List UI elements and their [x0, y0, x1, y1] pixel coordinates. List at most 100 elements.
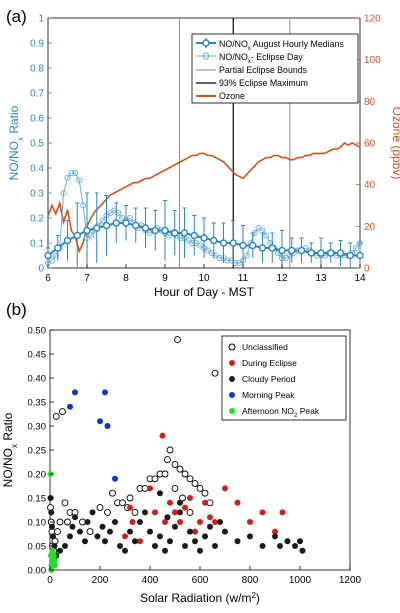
unclassified-point: [181, 470, 189, 478]
during-eclipse-point: [234, 499, 241, 506]
chart-a-x-axis-label: Hour of Day - MST: [154, 285, 255, 299]
median-point: [288, 246, 296, 255]
eclipse-day-point: [99, 217, 106, 224]
y-tick-label: 0.15: [28, 494, 47, 505]
median-point: [132, 221, 140, 230]
eclipse-day-point: [263, 232, 270, 239]
cloudy-period-point: [187, 528, 193, 535]
cloudy-period-point: [77, 528, 83, 535]
cloudy-period-point: [157, 490, 163, 497]
chart-a-legend: NO/NOx August Hourly Medians NO/NOx- Ecl…: [191, 33, 359, 104]
cloudy-period-point: [122, 547, 128, 554]
cloudy-period-point: [102, 538, 108, 545]
y-right-tick-label: 20: [364, 222, 376, 233]
cloudy-period-point: [99, 523, 106, 530]
legend-hourly-medians: NO/NOx August Hourly Medians: [196, 38, 344, 52]
median-point: [54, 244, 62, 252]
cloudy-period-point: [284, 538, 291, 545]
cloudy-period-point: [172, 523, 178, 530]
cloudy-period-point: [69, 523, 76, 530]
during-eclipse-point: [187, 495, 193, 501]
during-eclipse-point: [159, 432, 166, 439]
legend-label-partial-bounds: Partial Eclipse Bounds: [219, 65, 308, 75]
x-tick-label: 800: [242, 575, 259, 586]
cloudy-period-point: [127, 528, 133, 535]
cloudy-period-point: [107, 528, 113, 535]
median-point: [141, 224, 150, 232]
morning-peak-point: [72, 389, 78, 396]
eclipse-day-point: [80, 202, 87, 209]
cloudy-period-point: [234, 538, 241, 545]
cloudy-period-point: [207, 523, 213, 530]
x-tick-label: 6: [45, 273, 51, 284]
legend-morning-peak: Morning Peak: [229, 390, 295, 400]
legend-eclipse-max: 93% Eclipse Maximum: [196, 78, 308, 88]
legend-label-afternoon-peak: Afternoon NO2 Peak: [242, 406, 320, 419]
eclipse-day-point: [115, 209, 122, 217]
during-eclipse-point: [172, 509, 178, 516]
legend-swatch-cloudy-period: [229, 376, 235, 382]
unclassified-point: [211, 369, 219, 377]
y-left-tick-label: 0: [38, 264, 44, 275]
eclipse-day-point: [216, 254, 223, 262]
during-eclipse-point: [127, 504, 133, 511]
cloudy-period-point: [212, 543, 218, 549]
median-point: [171, 229, 179, 237]
unclassified-point: [52, 412, 60, 420]
y-left-tick-label: 0.5: [30, 139, 44, 150]
chart-b-legend: Unclassified During Eclipse Cloudy Perio…: [221, 335, 347, 421]
afternoon-peak-point: [49, 547, 56, 554]
panel-a-label: (a): [6, 7, 27, 26]
x-tick-label: 10: [198, 273, 210, 284]
cloudy-period-point: [82, 538, 88, 545]
during-eclipse-point: [192, 528, 198, 535]
unclassified-point: [186, 475, 194, 483]
y-tick-label: 0.25: [28, 446, 47, 457]
cloudy-period-point: [147, 528, 153, 535]
unclassified-point: [201, 489, 209, 497]
unclassified-point: [131, 508, 139, 516]
cloudy-period-point: [142, 509, 148, 516]
unclassified-point: [174, 336, 181, 344]
cloudy-period-point: [292, 543, 298, 549]
cloudy-period-point: [112, 519, 118, 525]
median-point: [63, 236, 72, 245]
eclipse-day-point: [87, 232, 94, 239]
eclipse-day-point: [60, 189, 67, 197]
y-right-tick-label: 60: [364, 139, 376, 150]
y-left-tick-label: 0.6: [30, 114, 44, 125]
panel-b-label: (b): [6, 300, 27, 319]
unclassified-point: [54, 528, 61, 536]
legend-label-eclipse-day: NO/NOx- Eclipse Day: [219, 52, 303, 65]
x-tick-label: 1000: [289, 575, 312, 586]
morning-peak-point: [97, 418, 103, 425]
during-eclipse-point: [177, 519, 183, 525]
median-point: [210, 236, 218, 245]
unclassified-point: [151, 475, 159, 483]
median-point: [180, 229, 189, 237]
median-point: [239, 241, 247, 250]
during-eclipse-point: [182, 504, 188, 511]
legend-afternoon-peak: Afternoon NO2 Peak: [229, 406, 320, 419]
median-point: [200, 234, 208, 242]
median-point: [93, 224, 101, 232]
cloudy-period-point: [182, 543, 188, 549]
unclassified-point: [171, 484, 179, 492]
cloudy-period-point: [192, 538, 198, 545]
x-tick-label: 1200: [339, 575, 362, 586]
eclipse-day-point: [68, 169, 75, 177]
x-tick-label: 9: [162, 273, 168, 284]
median-point: [229, 239, 237, 247]
cloudy-period-point: [94, 533, 101, 540]
chart-b-y-axis-label: NO/NOx Ratio: [1, 412, 19, 487]
median-point: [258, 244, 267, 252]
unclassified-point: [179, 494, 186, 502]
eclipse-day-point: [353, 244, 360, 252]
cloudy-period-point: [51, 543, 58, 549]
y-right-tick-label: 120: [364, 14, 381, 25]
cloudy-period-point: [72, 514, 78, 521]
median-point: [219, 239, 228, 247]
eclipse-day-point: [64, 174, 71, 182]
median-point: [268, 244, 276, 252]
y-left-tick-label: 0.2: [30, 214, 44, 225]
